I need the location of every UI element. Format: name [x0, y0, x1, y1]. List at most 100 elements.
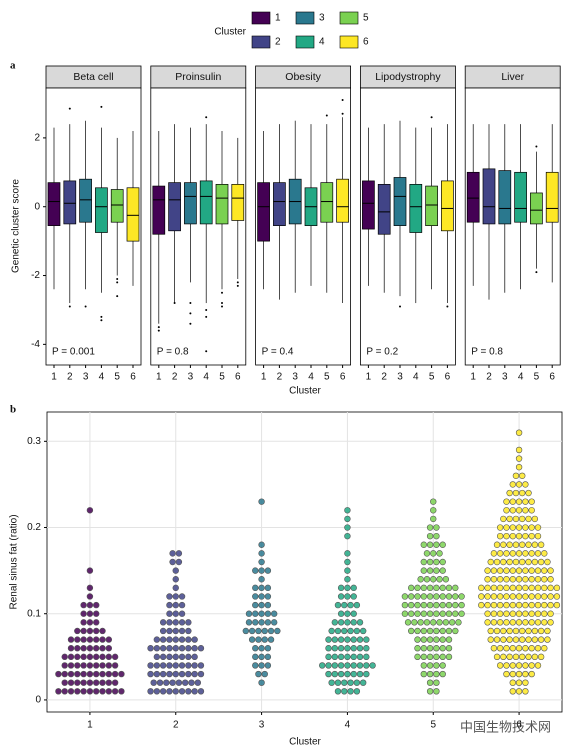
dot [93, 645, 100, 652]
dot [319, 662, 326, 669]
dot [252, 593, 259, 600]
dot [439, 645, 446, 652]
dot [118, 670, 125, 678]
x-axis-label: Cluster [289, 737, 321, 748]
dot [515, 593, 523, 600]
dot [493, 558, 501, 566]
dot-row [414, 645, 453, 652]
dot-row [147, 645, 205, 652]
dot [509, 550, 516, 557]
dot-row [169, 550, 183, 557]
outlier [535, 271, 538, 274]
dot [515, 567, 523, 574]
dot [503, 601, 510, 609]
dot-row [153, 653, 198, 661]
dot [337, 619, 345, 626]
dot [426, 670, 434, 678]
dot [503, 662, 510, 669]
dot [356, 636, 364, 643]
dot [408, 593, 415, 600]
x-tick-label: 5 [324, 372, 330, 383]
outlier [173, 302, 176, 305]
box [545, 171, 559, 223]
x-tick-label: 1 [261, 372, 267, 383]
dot [534, 619, 542, 626]
dot [166, 601, 173, 609]
dot [528, 645, 535, 652]
x-tick-label: 6 [130, 372, 136, 383]
x-tick-label: 4 [203, 372, 209, 383]
dot [264, 653, 272, 661]
dot [93, 619, 100, 626]
dot [515, 688, 523, 695]
x-tick-label: 6 [235, 372, 241, 383]
dot [426, 601, 434, 609]
dot-row [426, 679, 440, 686]
dot [99, 636, 106, 643]
dot [111, 688, 119, 695]
legend-label: 2 [275, 37, 281, 48]
dot [426, 645, 434, 652]
dot [433, 524, 440, 531]
dot [353, 688, 361, 695]
dot [61, 653, 68, 661]
dot [74, 688, 81, 695]
dot-row [487, 627, 551, 635]
dot [74, 627, 81, 635]
dot [525, 627, 532, 635]
dot [541, 619, 548, 626]
dot [445, 584, 453, 592]
dot [258, 584, 265, 592]
dot [178, 645, 186, 652]
dot [426, 584, 434, 592]
dot [344, 524, 351, 531]
box [377, 183, 391, 235]
dot [503, 576, 510, 583]
dot [334, 688, 342, 695]
dot [172, 601, 179, 609]
dot [74, 645, 81, 652]
dot [515, 498, 523, 505]
dot-row [252, 584, 272, 592]
x-tick-label: 3 [502, 372, 508, 383]
dot [423, 619, 431, 626]
dot [490, 619, 498, 626]
dot [519, 627, 526, 635]
dot [414, 584, 421, 592]
dot [522, 679, 529, 686]
box [409, 183, 423, 233]
dot [166, 627, 173, 635]
dot-row [515, 446, 523, 454]
dot [452, 593, 459, 600]
dot [337, 653, 345, 661]
dot [500, 653, 507, 661]
dot [420, 627, 427, 635]
x-tick-label: 2 [67, 372, 73, 383]
dot [490, 645, 498, 652]
dot [258, 601, 265, 609]
dot-row [80, 601, 100, 609]
dot [414, 645, 421, 652]
box [441, 180, 454, 232]
legend-swatch [251, 35, 271, 49]
dot [347, 627, 354, 635]
dot [93, 653, 100, 661]
y-tick-label: -2 [31, 270, 40, 281]
dot-row [496, 532, 542, 540]
dot [525, 515, 532, 523]
dot [512, 472, 520, 479]
dot-row [325, 653, 370, 661]
outlier [116, 295, 119, 298]
dot [185, 619, 192, 626]
dot [105, 636, 113, 643]
dot [525, 541, 532, 548]
dot [487, 558, 494, 566]
dot [178, 610, 186, 617]
dot [86, 688, 94, 695]
dot [255, 636, 262, 643]
dot-row [334, 601, 361, 609]
dot [503, 498, 510, 505]
dot [261, 670, 268, 678]
dot [258, 541, 265, 548]
dot [515, 507, 523, 514]
